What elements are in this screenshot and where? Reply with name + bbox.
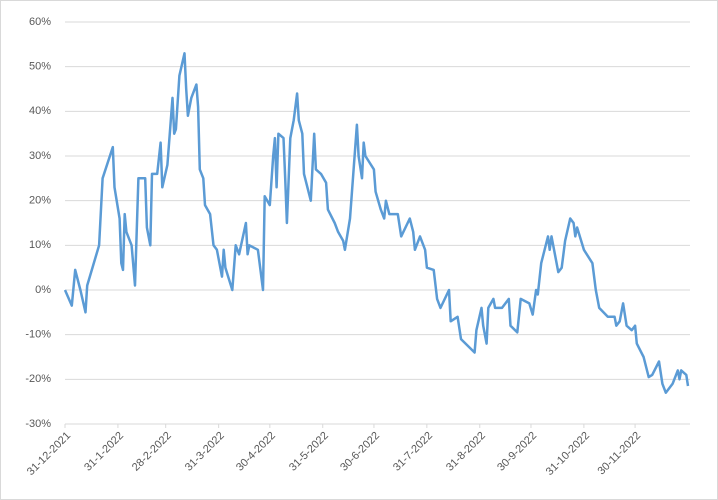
y-tick-label: 10% bbox=[29, 239, 51, 251]
data-line bbox=[63, 52, 690, 394]
y-tick-label: 30% bbox=[29, 150, 51, 162]
y-tick-label: -20% bbox=[25, 373, 51, 385]
y-tick-label: -10% bbox=[25, 329, 51, 341]
y-tick-label: 50% bbox=[29, 61, 51, 73]
y-tick-label: -30% bbox=[25, 418, 51, 430]
y-tick-label: 40% bbox=[29, 105, 51, 117]
y-tick-label: 60% bbox=[29, 16, 51, 28]
y-tick-label: 20% bbox=[29, 195, 51, 207]
y-tick-label: 0% bbox=[35, 284, 51, 296]
